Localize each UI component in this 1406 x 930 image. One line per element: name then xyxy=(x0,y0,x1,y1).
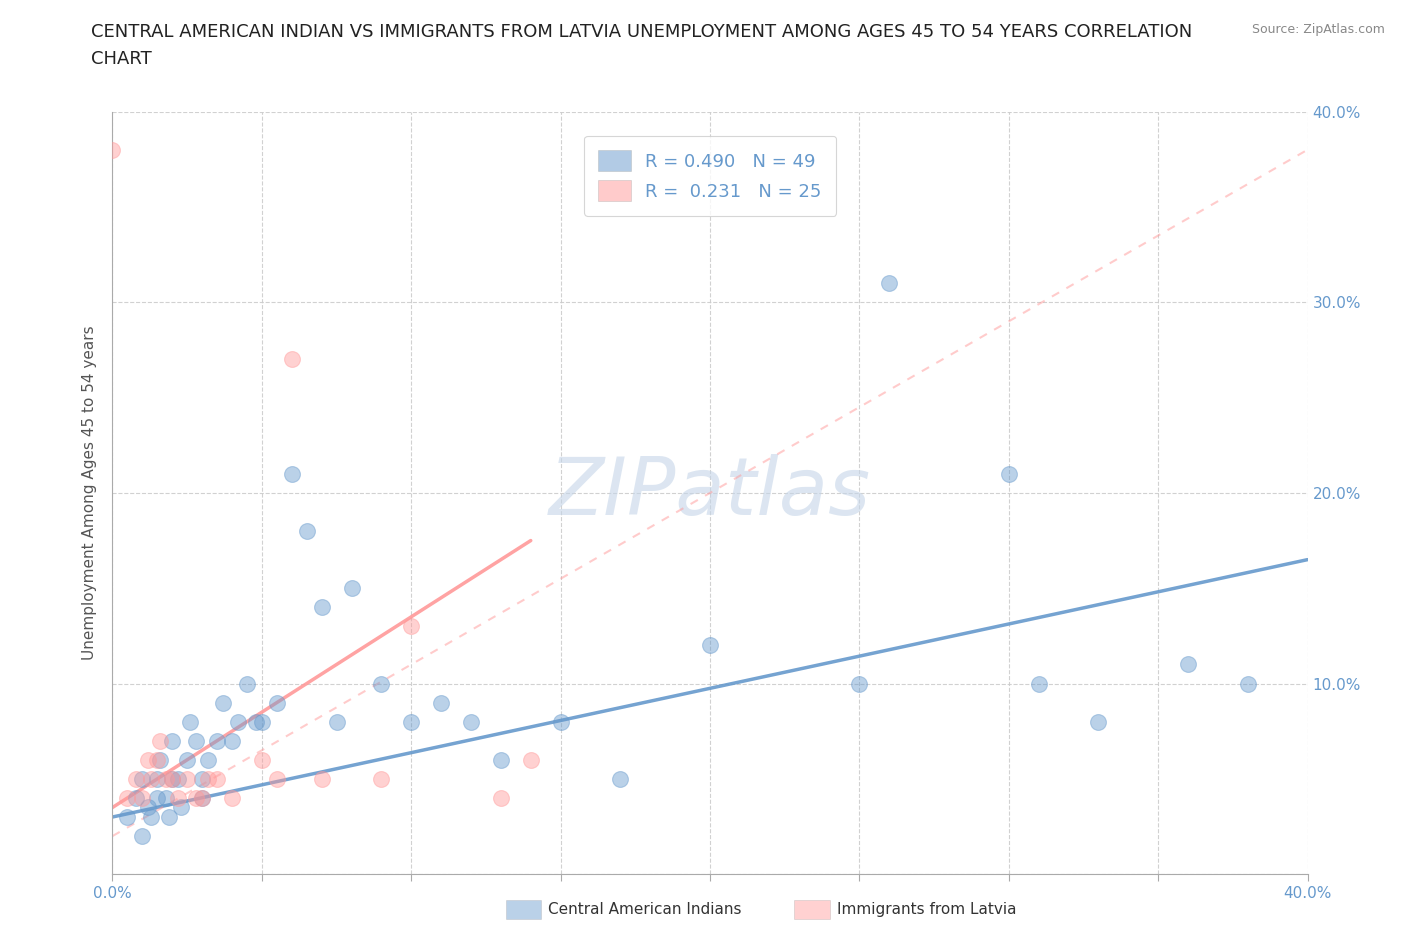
Text: ZIPatlas: ZIPatlas xyxy=(548,454,872,532)
Text: Immigrants from Latvia: Immigrants from Latvia xyxy=(837,902,1017,917)
Point xyxy=(520,752,543,767)
Text: Central American Indians: Central American Indians xyxy=(548,902,742,917)
Point xyxy=(266,772,288,787)
Point xyxy=(1237,676,1260,691)
Y-axis label: Unemployment Among Ages 45 to 54 years: Unemployment Among Ages 45 to 54 years xyxy=(82,326,97,660)
Point xyxy=(325,714,347,729)
Point xyxy=(125,772,148,787)
Point xyxy=(176,772,198,787)
Point xyxy=(1177,658,1199,672)
Point xyxy=(141,772,163,787)
Point xyxy=(176,752,198,767)
Point xyxy=(131,772,153,787)
Point xyxy=(186,790,208,805)
Point xyxy=(167,790,190,805)
Point xyxy=(138,800,160,815)
Point xyxy=(1087,714,1109,729)
Point xyxy=(250,714,273,729)
Point xyxy=(340,580,363,596)
Point xyxy=(250,752,273,767)
Point xyxy=(401,714,423,729)
Point xyxy=(489,752,512,767)
Point xyxy=(170,800,193,815)
Point xyxy=(311,600,333,615)
Point xyxy=(101,142,124,157)
Point xyxy=(998,467,1021,482)
Point xyxy=(157,809,180,825)
Point xyxy=(162,733,183,748)
Point xyxy=(430,696,453,711)
Point xyxy=(226,714,249,729)
Point xyxy=(162,772,183,787)
Point xyxy=(149,733,172,748)
Legend: R = 0.490   N = 49, R =  0.231   N = 25: R = 0.490 N = 49, R = 0.231 N = 25 xyxy=(583,136,837,216)
Point xyxy=(155,790,177,805)
Point xyxy=(138,752,160,767)
Point xyxy=(1028,676,1050,691)
Point xyxy=(117,809,139,825)
Point xyxy=(205,733,228,748)
Point xyxy=(281,467,304,482)
Point xyxy=(609,772,631,787)
Point xyxy=(370,676,392,691)
Point xyxy=(699,638,721,653)
Point xyxy=(281,352,304,367)
Point xyxy=(191,790,214,805)
Point xyxy=(205,772,228,787)
Point xyxy=(266,696,288,711)
Point xyxy=(221,790,243,805)
Point xyxy=(191,790,214,805)
Point xyxy=(197,772,219,787)
Point xyxy=(236,676,259,691)
Point xyxy=(848,676,870,691)
Point xyxy=(221,733,243,748)
Point xyxy=(125,790,148,805)
Point xyxy=(167,772,190,787)
Point xyxy=(131,790,153,805)
Point xyxy=(550,714,572,729)
Point xyxy=(489,790,512,805)
Point xyxy=(155,772,177,787)
Point xyxy=(401,619,423,634)
Point xyxy=(186,733,208,748)
Point xyxy=(295,524,318,538)
Point xyxy=(117,790,139,805)
Point xyxy=(162,772,183,787)
Point xyxy=(212,696,235,711)
Point xyxy=(141,809,163,825)
Point xyxy=(149,752,172,767)
Point xyxy=(370,772,392,787)
Point xyxy=(245,714,267,729)
Point xyxy=(311,772,333,787)
Point xyxy=(460,714,482,729)
Text: Source: ZipAtlas.com: Source: ZipAtlas.com xyxy=(1251,23,1385,36)
Point xyxy=(191,772,214,787)
Point xyxy=(146,772,169,787)
Point xyxy=(131,829,153,844)
Point xyxy=(179,714,201,729)
Point xyxy=(146,752,169,767)
Text: CENTRAL AMERICAN INDIAN VS IMMIGRANTS FROM LATVIA UNEMPLOYMENT AMONG AGES 45 TO : CENTRAL AMERICAN INDIAN VS IMMIGRANTS FR… xyxy=(91,23,1192,68)
Point xyxy=(879,276,901,291)
Point xyxy=(197,752,219,767)
Point xyxy=(146,790,169,805)
